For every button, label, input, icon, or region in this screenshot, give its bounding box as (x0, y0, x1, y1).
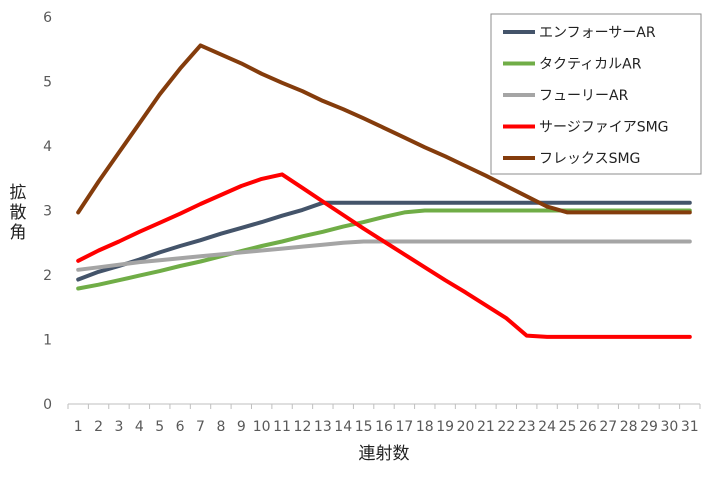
y-tick-label: 5 (43, 75, 52, 91)
y-axis-title: 拡散角 (10, 183, 27, 243)
series-lines (76, 43, 692, 339)
x-tick-label: 31 (681, 419, 699, 435)
y-tick-label: 0 (43, 397, 52, 413)
y-axis-ticks: 0 1 2 3 4 5 6 (43, 10, 52, 413)
legend: エンフォーサーAR タクティカルAR フューリーAR サージファイアSMG フレックスS… (490, 13, 702, 175)
y-tick-label: 4 (43, 139, 52, 155)
x-tick-label: 19 (436, 419, 454, 435)
x-tick-label: 17 (395, 419, 413, 435)
y-tick-label: 3 (43, 204, 52, 220)
x-tick-label: 2 (94, 419, 103, 435)
x-axis-title: 連射数 (359, 444, 410, 464)
y-axis-title-char: 散 (10, 203, 27, 223)
x-tick-label: 3 (115, 419, 124, 435)
x-tick-label: 15 (355, 419, 373, 435)
x-tick-label: 27 (599, 419, 617, 435)
legend-label-0: エンフォーサーAR (539, 25, 656, 41)
x-tick-label: 14 (334, 419, 352, 435)
x-tick-label: 8 (216, 419, 225, 435)
legend-label-2: フューリーAR (539, 88, 629, 104)
series-line-0 (76, 200, 692, 282)
x-tick-label: 26 (579, 419, 597, 435)
x-tick-label: 1 (74, 419, 83, 435)
y-tick-label: 2 (43, 268, 52, 284)
series-line-3 (76, 172, 692, 339)
x-tick-label: 10 (253, 419, 271, 435)
legend-label-1: タクティカルAR (539, 57, 642, 73)
series-line-2 (76, 239, 692, 272)
legend-label-4: フレックスSMG (539, 151, 640, 167)
y-tick-label: 6 (43, 10, 52, 26)
x-axis-ticks: 1 2 3 4 5 6 7 8 9 10 11 12 13 14 15 16 17 18 19 20 21 22 23 24 2… (67, 404, 701, 435)
x-tick-label: 28 (620, 419, 638, 435)
x-tick-label: 11 (273, 419, 291, 435)
x-tick-label: 6 (176, 419, 185, 435)
x-tick-label: 21 (477, 419, 495, 435)
x-tick-label: 22 (497, 419, 515, 435)
x-tick-label: 25 (559, 419, 577, 435)
x-tick-label: 24 (538, 419, 556, 435)
x-tick-label: 23 (518, 419, 536, 435)
x-tick-label: 16 (375, 419, 393, 435)
series-line-4 (76, 43, 692, 215)
y-tick-label: 1 (43, 333, 52, 349)
legend-label-3: サージファイアSMG (539, 120, 669, 136)
x-tick-label: 7 (196, 419, 205, 435)
x-tick-label: 30 (661, 419, 679, 435)
x-tick-label: 4 (135, 419, 144, 435)
x-tick-label: 12 (294, 419, 312, 435)
x-tick-label: 18 (416, 419, 434, 435)
x-tick-label: 29 (640, 419, 658, 435)
x-tick-label: 20 (457, 419, 475, 435)
y-axis-title-char: 角 (10, 223, 27, 243)
x-tick-label: 9 (237, 419, 246, 435)
y-axis-title-char: 拡 (10, 183, 27, 203)
x-tick-label: 5 (155, 419, 164, 435)
x-tick-label: 13 (314, 419, 332, 435)
